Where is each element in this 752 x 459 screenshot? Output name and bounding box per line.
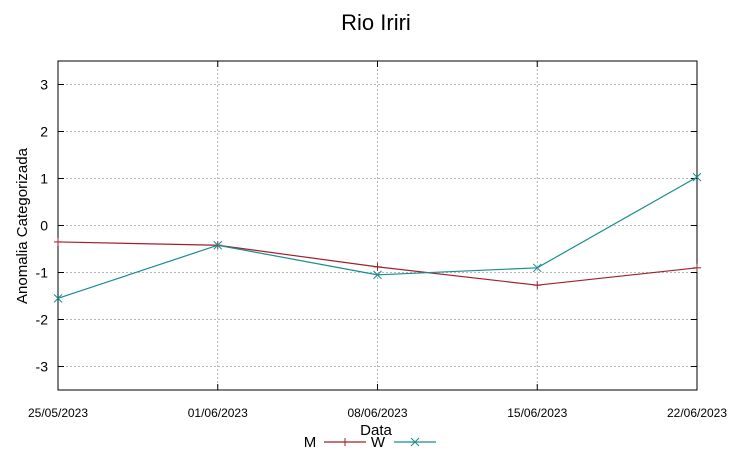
data-point	[53, 293, 63, 303]
x-tick-label: 01/06/2023	[188, 406, 248, 420]
grid	[58, 61, 697, 390]
y-tick-label: 2	[40, 124, 48, 140]
point-marker	[53, 293, 63, 303]
data-point	[532, 263, 542, 273]
data-point	[693, 263, 701, 272]
y-tick-label: 3	[40, 77, 48, 93]
y-axis-ticks: -3 -2 -1 0 1 2 3	[36, 77, 697, 375]
legend-label: W	[371, 434, 386, 451]
legend-item-m: M	[304, 434, 366, 451]
legend-item-w: W	[371, 434, 436, 451]
data-point	[373, 270, 382, 280]
legend-marker	[410, 437, 420, 447]
x-tick-label: 25/05/2023	[28, 406, 88, 420]
x-tick-label: 08/06/2023	[347, 406, 407, 420]
point-marker	[692, 172, 702, 182]
data-point	[533, 281, 542, 290]
point-marker	[373, 270, 382, 280]
point-marker	[213, 240, 223, 250]
chart-title: Rio Iriri	[341, 10, 411, 35]
y-axis-label: Anomalia Categorizada	[14, 147, 31, 304]
x-tick-label: 22/06/2023	[667, 406, 727, 420]
x-axis-ticks: 25/05/2023 01/06/2023 08/06/2023 15/06/2023…	[28, 61, 727, 420]
y-tick-label: -1	[36, 265, 49, 281]
x-axis-label: Data	[360, 422, 392, 439]
x-tick-label: 15/06/2023	[507, 406, 567, 420]
data-point	[213, 240, 223, 250]
data-point	[54, 237, 62, 246]
legend-label: M	[304, 434, 317, 451]
y-tick-label: -3	[36, 359, 49, 375]
data-point	[692, 172, 702, 182]
point-marker	[532, 263, 542, 273]
data-point	[373, 262, 382, 271]
y-tick-label: 0	[40, 218, 48, 234]
y-tick-label: -2	[36, 312, 49, 328]
series-group	[53, 172, 702, 303]
series-w	[53, 172, 702, 303]
y-tick-label: 1	[40, 171, 48, 187]
